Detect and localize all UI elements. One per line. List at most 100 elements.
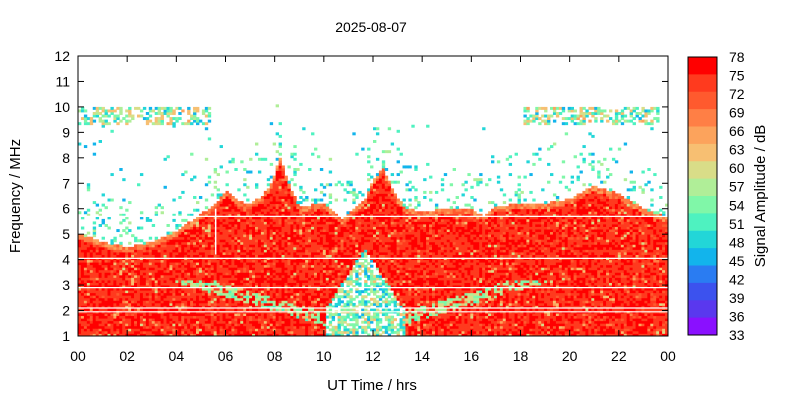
spectrogram-cell bbox=[128, 267, 132, 271]
spectrogram-cell bbox=[163, 246, 167, 250]
spectrogram-cell bbox=[210, 211, 215, 215]
spectrogram-cell bbox=[255, 216, 259, 220]
spectrogram-cell bbox=[219, 254, 223, 258]
spectrogram-cell bbox=[204, 236, 209, 240]
spectrogram-cell bbox=[296, 168, 300, 171]
spectrogram-cell bbox=[325, 262, 330, 266]
spectrogram-cell bbox=[337, 180, 341, 184]
spectrogram-cell bbox=[137, 282, 141, 286]
spectrogram-cell bbox=[352, 249, 356, 253]
spectrogram-cell bbox=[198, 249, 203, 253]
spectrogram-cell bbox=[302, 254, 306, 258]
spectrogram-cell bbox=[196, 297, 200, 301]
spectrogram-cell bbox=[240, 292, 244, 296]
spectrogram-cell bbox=[234, 254, 238, 258]
spectrogram-cell bbox=[95, 282, 100, 286]
spectrogram-cell bbox=[266, 190, 271, 194]
spectrogram-cell bbox=[207, 180, 212, 184]
spectrogram-cell bbox=[311, 280, 315, 283]
spectrogram-cell bbox=[231, 241, 235, 245]
spectrogram-cell bbox=[98, 246, 102, 250]
spectrogram-cell bbox=[322, 208, 327, 212]
spectrogram-cell bbox=[278, 183, 282, 187]
spectrogram-cell bbox=[204, 259, 209, 263]
spectrogram-cell bbox=[284, 216, 288, 220]
spectrogram-cell bbox=[213, 254, 218, 258]
spectrogram-cell bbox=[269, 290, 274, 294]
spectrogram-cell bbox=[169, 320, 173, 324]
spectrogram-cell bbox=[246, 267, 250, 271]
spectrogram-cell bbox=[169, 295, 173, 299]
spectrogram-cell bbox=[101, 282, 105, 286]
spectrogram-cell bbox=[184, 292, 188, 296]
spectrogram-cell bbox=[134, 246, 138, 250]
spectrogram-cell bbox=[201, 272, 206, 276]
spectrogram-cell bbox=[83, 287, 88, 291]
spectrogram-cell bbox=[249, 274, 253, 278]
spectrogram-cell bbox=[119, 249, 123, 253]
spectrogram-cell bbox=[225, 246, 229, 250]
spectrogram-cell bbox=[154, 323, 159, 327]
spectrogram-cell bbox=[293, 254, 297, 258]
spectrogram-cell bbox=[237, 333, 241, 337]
spectrogram-cell bbox=[316, 280, 321, 283]
spectrogram-cell bbox=[234, 269, 238, 273]
spectrogram-cell bbox=[290, 264, 294, 268]
spectrogram-cell bbox=[269, 259, 274, 263]
spectrogram-cell bbox=[316, 267, 321, 271]
spectrogram-cell bbox=[228, 313, 232, 317]
spectrogram-cell bbox=[275, 244, 279, 248]
spectrogram-cell bbox=[151, 254, 156, 258]
spectrogram-cell bbox=[319, 272, 324, 276]
spectrogram-cell bbox=[331, 272, 336, 276]
spectrogram-cell bbox=[257, 262, 262, 266]
spectrogram-cell bbox=[145, 290, 150, 294]
spectrogram-cell bbox=[275, 282, 279, 286]
spectrogram-cell bbox=[204, 252, 209, 255]
spectrogram-cell bbox=[287, 313, 291, 317]
spectrogram-cell bbox=[275, 185, 279, 189]
spectrogram-cell bbox=[257, 157, 262, 161]
spectrogram-cell bbox=[281, 333, 285, 337]
spectrogram-cell bbox=[154, 119, 159, 123]
spectrogram-cell bbox=[148, 280, 153, 283]
spectrogram-cell bbox=[154, 333, 159, 337]
spectrogram-cell bbox=[187, 109, 191, 113]
spectrogram-cell bbox=[257, 302, 262, 306]
spectrogram-cell bbox=[305, 290, 309, 294]
spectrogram-cell bbox=[92, 318, 97, 322]
spectrogram-cell bbox=[172, 198, 176, 202]
spectrogram-cell bbox=[231, 269, 235, 273]
spectrogram-cell bbox=[201, 241, 206, 245]
spectrogram-cell bbox=[243, 216, 247, 220]
spectrogram-cell bbox=[287, 236, 291, 240]
spectrogram-cell bbox=[246, 318, 250, 322]
spectrogram-cell bbox=[340, 305, 344, 309]
spectrogram-cell bbox=[281, 241, 285, 245]
spectrogram-cell bbox=[107, 308, 111, 311]
spectrogram-cell bbox=[178, 308, 182, 311]
spectrogram-cell bbox=[98, 112, 102, 115]
spectrogram-cell bbox=[263, 241, 268, 245]
spectrogram-cell bbox=[89, 308, 94, 311]
spectrogram-cell bbox=[125, 274, 129, 278]
spectrogram-cell bbox=[252, 277, 256, 281]
spectrogram-cell bbox=[204, 183, 209, 187]
spectrogram-cell bbox=[187, 234, 191, 238]
spectrogram-cell bbox=[296, 226, 300, 230]
spectrogram-cell bbox=[346, 213, 350, 217]
spectrogram-cell bbox=[172, 292, 176, 296]
spectrogram-cell bbox=[257, 206, 262, 210]
spectrogram-cell bbox=[166, 259, 170, 263]
spectrogram-cell bbox=[145, 267, 150, 271]
spectrogram-cell bbox=[290, 229, 294, 233]
spectrogram-cell bbox=[86, 239, 91, 243]
spectrogram-cell bbox=[219, 269, 223, 273]
spectrogram-cell bbox=[272, 229, 277, 233]
spectrogram-cell bbox=[252, 259, 256, 263]
spectrogram-cell bbox=[101, 305, 105, 309]
spectrogram-cell bbox=[237, 305, 241, 309]
spectrogram-cell bbox=[137, 252, 141, 255]
spectrogram-cell bbox=[148, 330, 153, 334]
spectrogram-cell bbox=[116, 269, 120, 273]
